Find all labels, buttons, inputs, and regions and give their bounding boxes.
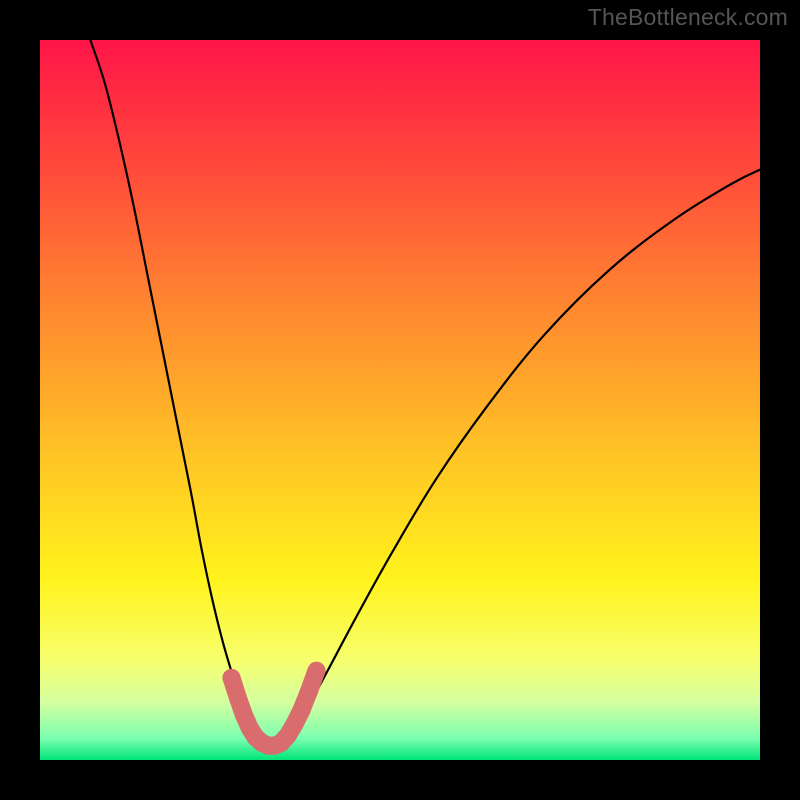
marker-dot: [300, 683, 318, 701]
watermark-label: TheBottleneck.com: [588, 4, 788, 31]
chart-root: TheBottleneck.com: [0, 0, 800, 800]
marker-dot: [292, 701, 310, 719]
marker-dot: [229, 689, 247, 707]
marker-dot: [307, 662, 325, 680]
plot-area: [40, 40, 760, 760]
marker-dot: [223, 669, 241, 687]
chart-svg: [0, 0, 800, 800]
